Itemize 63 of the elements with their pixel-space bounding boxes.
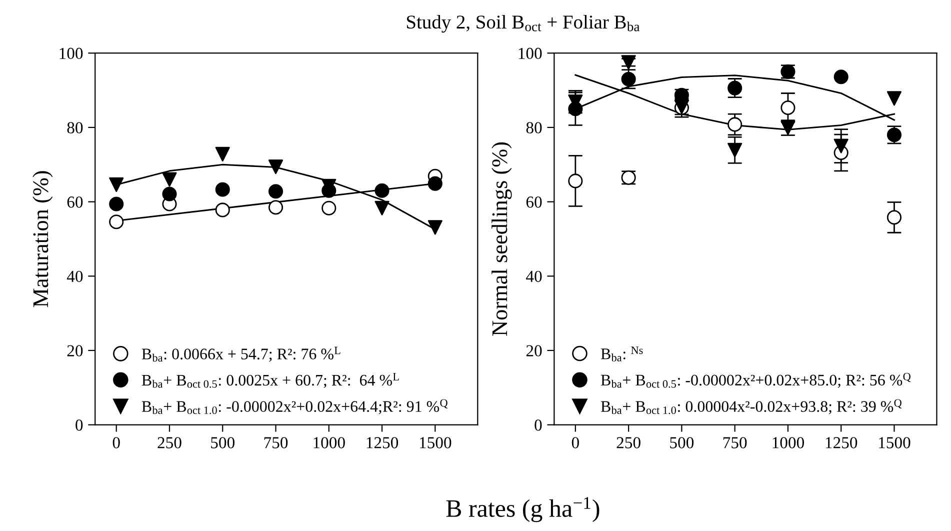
x-axis-title: B rates (g ha$^{−1}$) bbox=[446, 497, 600, 522]
x-tick-label: 0 bbox=[572, 437, 579, 448]
point bbox=[268, 184, 284, 199]
point bbox=[215, 146, 230, 162]
legend-label: B$_{ba}$+ B$_{oct 1.0}$: 0.00004x²-0.02x+93.8; R²: 39 %$^{Q}$ bbox=[600, 399, 902, 414]
y-tick-label: 100 bbox=[60, 48, 83, 60]
point bbox=[268, 200, 284, 215]
y-tick-label: 40 bbox=[66, 270, 83, 282]
x-tick-label: 1000 bbox=[314, 437, 345, 448]
y-tick-label: 60 bbox=[67, 196, 83, 208]
y-axis-title: Maturation (%) bbox=[32, 171, 53, 308]
point bbox=[834, 138, 848, 154]
y-tick-label: 40 bbox=[526, 270, 542, 282]
legend-label: B$_{ba}$: $^{Ns}$ bbox=[600, 346, 643, 362]
y-axis-title: Normal seedlings (%) bbox=[492, 142, 512, 336]
legend-label: B$_{ba}$+ B$_{oct 0.5}$: 0.0025x + 60.7; R²: 64 %$^{L}$ bbox=[142, 373, 399, 388]
point bbox=[109, 196, 124, 212]
point bbox=[428, 220, 442, 235]
point bbox=[886, 210, 902, 225]
y-tick-label: 0 bbox=[534, 420, 542, 431]
point bbox=[109, 177, 124, 192]
x-tick-label: 1500 bbox=[420, 437, 452, 448]
point bbox=[215, 182, 230, 197]
legend-label: B$_{ba}$+ B$_{oct 1.0}$: -0.00002x²+0.02x+64.4;R²: 91 %$^{Q}$ bbox=[142, 399, 448, 414]
point bbox=[834, 70, 848, 84]
point bbox=[162, 186, 177, 202]
x-tick-label: 750 bbox=[723, 437, 747, 448]
y-tick-label: 60 bbox=[526, 196, 542, 208]
x-tick-label: 0 bbox=[112, 437, 120, 448]
point bbox=[322, 200, 336, 216]
x-tick-label: 500 bbox=[670, 437, 694, 448]
point bbox=[215, 202, 230, 218]
point bbox=[268, 160, 284, 174]
point bbox=[428, 176, 442, 191]
point bbox=[728, 142, 742, 158]
x-tick-label: 1250 bbox=[826, 437, 858, 448]
y-tick-label: 80 bbox=[67, 122, 83, 134]
point bbox=[109, 214, 124, 230]
y-tick-label: 20 bbox=[526, 345, 542, 356]
y-tick-label: 0 bbox=[76, 420, 83, 431]
point bbox=[780, 100, 796, 116]
point bbox=[728, 117, 742, 132]
point bbox=[886, 91, 902, 106]
legend-label: B$_{ba}$+ B$_{oct 0.5}$: -0.00002x²+0.02x+85.0; R²: 56 %$^{Q}$ bbox=[600, 372, 911, 388]
y-tick-label: 100 bbox=[518, 48, 542, 60]
x-tick-label: 500 bbox=[211, 437, 234, 448]
point bbox=[728, 80, 742, 96]
point bbox=[374, 200, 390, 216]
text: Study 2, Soil B$_{oct}$ + Foliar B$_{ba}$ bbox=[407, 14, 640, 33]
point bbox=[568, 174, 583, 188]
y-tick-label: 20 bbox=[67, 345, 83, 356]
point bbox=[621, 55, 636, 70]
y-tick-label: 80 bbox=[526, 122, 542, 134]
x-tick-label: 1250 bbox=[366, 437, 398, 448]
point bbox=[621, 72, 636, 86]
point bbox=[374, 183, 390, 198]
x-tick-label: 250 bbox=[158, 437, 182, 448]
x-tick-label: 1000 bbox=[772, 437, 804, 448]
point bbox=[162, 172, 177, 187]
legend-label: B$_{ba}$: 0.0066x + 54.7; R²: 76 %$^{L}$ bbox=[142, 346, 340, 362]
x-tick-label: 250 bbox=[616, 437, 640, 448]
x-tick-label: 1500 bbox=[879, 437, 910, 448]
x-tick-label: 750 bbox=[264, 437, 288, 448]
